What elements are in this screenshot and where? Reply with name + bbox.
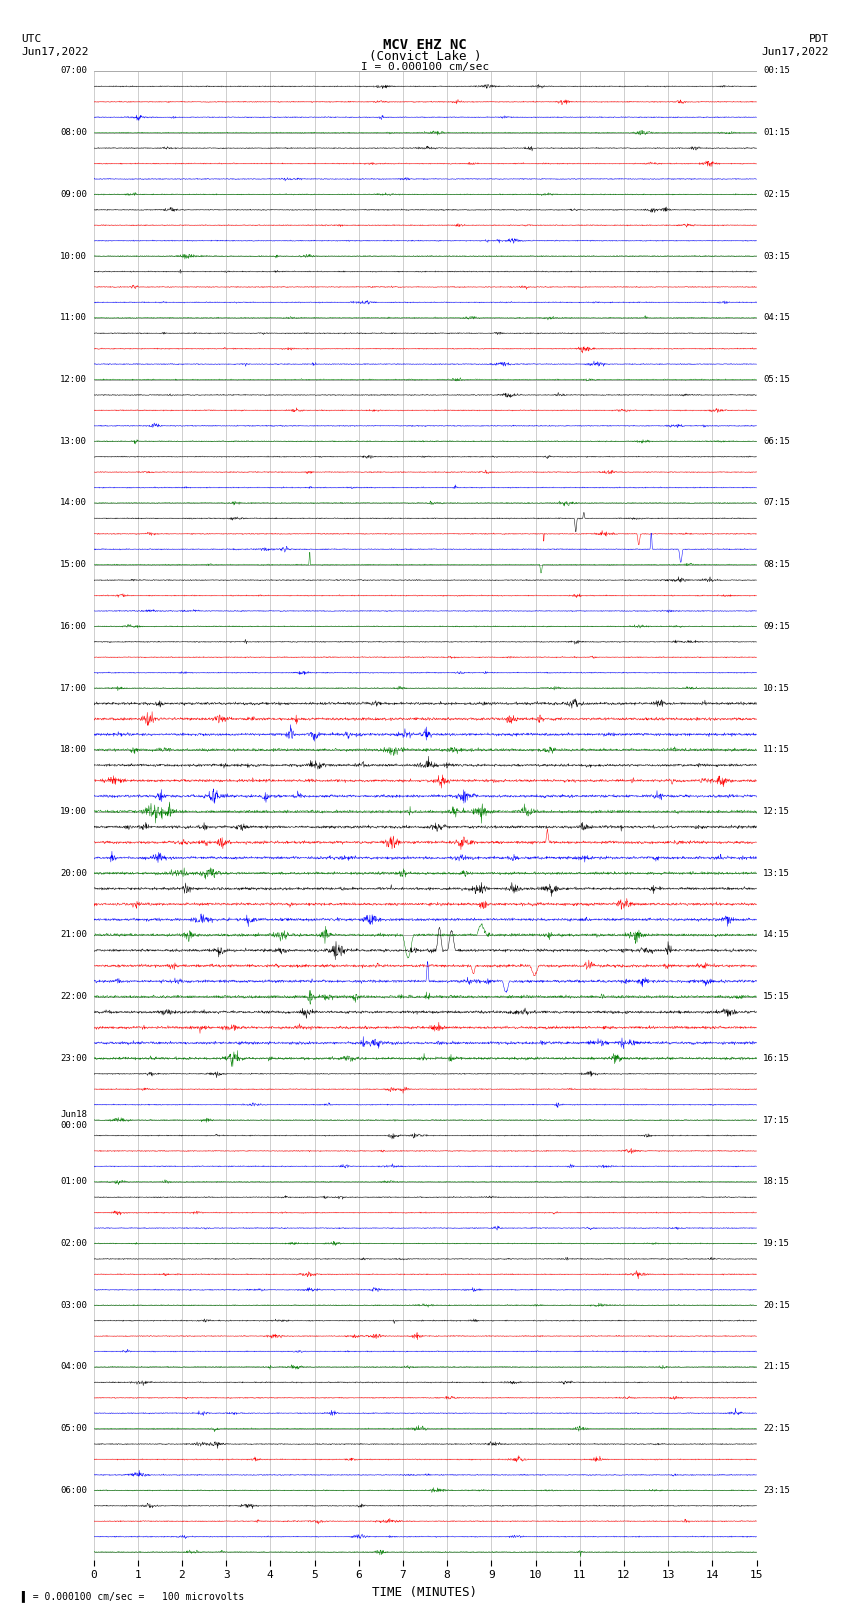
Text: 12:15: 12:15	[763, 806, 790, 816]
Text: 03:15: 03:15	[763, 252, 790, 261]
Text: 05:00: 05:00	[60, 1424, 87, 1432]
Text: 20:15: 20:15	[763, 1300, 790, 1310]
Text: 11:15: 11:15	[763, 745, 790, 755]
Text: Jun17,2022: Jun17,2022	[762, 47, 829, 56]
Text: 13:00: 13:00	[60, 437, 87, 445]
Text: 16:00: 16:00	[60, 623, 87, 631]
Text: 19:15: 19:15	[763, 1239, 790, 1248]
Text: 01:00: 01:00	[60, 1177, 87, 1186]
Text: 15:15: 15:15	[763, 992, 790, 1002]
Text: 18:00: 18:00	[60, 745, 87, 755]
Text: 00:15: 00:15	[763, 66, 790, 76]
Text: (Convict Lake ): (Convict Lake )	[369, 50, 481, 63]
Text: 10:00: 10:00	[60, 252, 87, 261]
Text: 09:00: 09:00	[60, 190, 87, 198]
Text: 02:00: 02:00	[60, 1239, 87, 1248]
Text: 21:00: 21:00	[60, 931, 87, 939]
Text: I = 0.000100 cm/sec: I = 0.000100 cm/sec	[361, 63, 489, 73]
Text: 16:15: 16:15	[763, 1053, 790, 1063]
Text: 23:15: 23:15	[763, 1486, 790, 1495]
Text: 19:00: 19:00	[60, 806, 87, 816]
Text: 08:00: 08:00	[60, 127, 87, 137]
Text: Jun17,2022: Jun17,2022	[21, 47, 88, 56]
Text: 07:15: 07:15	[763, 498, 790, 508]
Text: 17:15: 17:15	[763, 1116, 790, 1124]
Text: 15:00: 15:00	[60, 560, 87, 569]
Text: 12:00: 12:00	[60, 376, 87, 384]
Text: 14:15: 14:15	[763, 931, 790, 939]
Text: Jun18
00:00: Jun18 00:00	[60, 1110, 87, 1129]
Text: 01:15: 01:15	[763, 127, 790, 137]
Text: 07:00: 07:00	[60, 66, 87, 76]
Text: 11:00: 11:00	[60, 313, 87, 323]
Text: 02:15: 02:15	[763, 190, 790, 198]
Text: 06:00: 06:00	[60, 1486, 87, 1495]
Text: 04:00: 04:00	[60, 1363, 87, 1371]
Text: 17:00: 17:00	[60, 684, 87, 692]
Text: 20:00: 20:00	[60, 869, 87, 877]
Text: ▌ = 0.000100 cm/sec =   100 microvolts: ▌ = 0.000100 cm/sec = 100 microvolts	[21, 1590, 245, 1602]
Text: 06:15: 06:15	[763, 437, 790, 445]
Text: MCV EHZ NC: MCV EHZ NC	[383, 37, 467, 52]
Text: 22:15: 22:15	[763, 1424, 790, 1432]
Text: 03:00: 03:00	[60, 1300, 87, 1310]
Text: 09:15: 09:15	[763, 623, 790, 631]
X-axis label: TIME (MINUTES): TIME (MINUTES)	[372, 1586, 478, 1598]
Text: 14:00: 14:00	[60, 498, 87, 508]
Text: 05:15: 05:15	[763, 376, 790, 384]
Text: 04:15: 04:15	[763, 313, 790, 323]
Text: 18:15: 18:15	[763, 1177, 790, 1186]
Text: 23:00: 23:00	[60, 1053, 87, 1063]
Text: 10:15: 10:15	[763, 684, 790, 692]
Text: 21:15: 21:15	[763, 1363, 790, 1371]
Text: PDT: PDT	[808, 34, 829, 44]
Text: 08:15: 08:15	[763, 560, 790, 569]
Text: 22:00: 22:00	[60, 992, 87, 1002]
Text: UTC: UTC	[21, 34, 42, 44]
Text: 13:15: 13:15	[763, 869, 790, 877]
